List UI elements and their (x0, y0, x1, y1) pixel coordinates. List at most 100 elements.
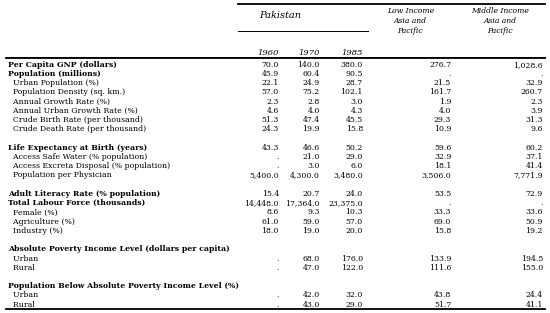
Text: 29.0: 29.0 (345, 301, 363, 309)
Text: 57.0: 57.0 (345, 218, 363, 226)
Text: 45.5: 45.5 (346, 116, 363, 124)
Text: 41.4: 41.4 (526, 162, 543, 170)
Text: 176.0: 176.0 (340, 254, 363, 263)
Text: 47.0: 47.0 (302, 264, 320, 272)
Text: 194.5: 194.5 (521, 254, 543, 263)
Text: Industry (%): Industry (%) (8, 227, 62, 235)
Text: 19.2: 19.2 (525, 227, 543, 235)
Text: 18.1: 18.1 (434, 162, 451, 170)
Text: 68.0: 68.0 (302, 254, 320, 263)
Text: Female (%): Female (%) (8, 208, 57, 216)
Text: Annual Urban Growth Rate (%): Annual Urban Growth Rate (%) (8, 107, 137, 115)
Text: 140.0: 140.0 (298, 61, 320, 69)
Text: 43.8: 43.8 (434, 291, 451, 300)
Text: 19.0: 19.0 (302, 227, 320, 235)
Text: Urban: Urban (8, 291, 38, 300)
Text: Per Capita GNP (dollars): Per Capita GNP (dollars) (8, 61, 117, 69)
Text: 4.3: 4.3 (350, 107, 363, 115)
Text: Low Income
Asia and
Pacific: Low Income Asia and Pacific (387, 7, 434, 35)
Text: 122.0: 122.0 (340, 264, 363, 272)
Text: 43.0: 43.0 (302, 301, 320, 309)
Text: 24.0: 24.0 (345, 190, 363, 198)
Text: 33.3: 33.3 (434, 208, 451, 216)
Text: 60.2: 60.2 (526, 144, 543, 152)
Text: .: . (276, 254, 279, 263)
Text: 31.3: 31.3 (525, 116, 543, 124)
Text: 70.0: 70.0 (261, 61, 279, 69)
Text: 17,364.0: 17,364.0 (285, 199, 320, 207)
Text: .: . (541, 70, 543, 78)
Text: Pakistan: Pakistan (259, 11, 301, 20)
Text: Population Density (sq. km.): Population Density (sq. km.) (8, 89, 125, 96)
Text: 2.3: 2.3 (531, 98, 543, 106)
Text: Total Labour Force (thousands): Total Labour Force (thousands) (8, 199, 145, 207)
Text: Population Below Absolute Poverty Income Level (%): Population Below Absolute Poverty Income… (8, 282, 239, 290)
Text: 161.7: 161.7 (429, 89, 451, 96)
Text: 57.0: 57.0 (261, 89, 279, 96)
Text: Urban: Urban (8, 254, 38, 263)
Text: 2.3: 2.3 (266, 98, 279, 106)
Text: 10.9: 10.9 (434, 126, 451, 133)
Text: 3,480.0: 3,480.0 (333, 172, 363, 179)
Text: 8.6: 8.6 (267, 208, 279, 216)
Text: 60.4: 60.4 (302, 70, 320, 78)
Text: Urban Population (%): Urban Population (%) (8, 79, 98, 87)
Text: .: . (276, 301, 279, 309)
Text: .: . (449, 199, 451, 207)
Text: 69.0: 69.0 (434, 218, 451, 226)
Text: 47.4: 47.4 (302, 116, 320, 124)
Text: Population per Physician: Population per Physician (8, 172, 112, 179)
Text: 2.8: 2.8 (307, 98, 320, 106)
Text: 29.0: 29.0 (345, 153, 363, 161)
Text: 15.8: 15.8 (345, 126, 363, 133)
Text: 133.9: 133.9 (429, 254, 451, 263)
Text: 61.0: 61.0 (261, 218, 279, 226)
Text: 59.0: 59.0 (302, 218, 320, 226)
Text: 1985: 1985 (342, 49, 364, 57)
Text: 32.0: 32.0 (345, 291, 363, 300)
Text: 51.3: 51.3 (261, 116, 279, 124)
Text: 6.0: 6.0 (350, 162, 363, 170)
Text: Crude Birth Rate (per thousand): Crude Birth Rate (per thousand) (8, 116, 142, 124)
Text: 3.0: 3.0 (307, 162, 320, 170)
Text: 42.0: 42.0 (302, 291, 320, 300)
Text: .: . (276, 153, 279, 161)
Text: 75.2: 75.2 (302, 89, 320, 96)
Text: 32.9: 32.9 (434, 153, 451, 161)
Text: 380.0: 380.0 (340, 61, 363, 69)
Text: .: . (276, 162, 279, 170)
Text: 22.1: 22.1 (261, 79, 279, 87)
Text: Rural: Rural (8, 264, 35, 272)
Text: 102.1: 102.1 (340, 89, 363, 96)
Text: 3,506.0: 3,506.0 (421, 172, 451, 179)
Text: 24.3: 24.3 (261, 126, 279, 133)
Text: 4,300.0: 4,300.0 (290, 172, 320, 179)
Text: 7,771.9: 7,771.9 (513, 172, 543, 179)
Text: .: . (276, 291, 279, 300)
Text: Access Excreta Disposal (% population): Access Excreta Disposal (% population) (8, 162, 170, 170)
Text: 21.0: 21.0 (302, 153, 320, 161)
Text: 59.6: 59.6 (434, 144, 451, 152)
Text: 23,375.0: 23,375.0 (328, 199, 363, 207)
Text: 43.3: 43.3 (261, 144, 279, 152)
Text: 15.4: 15.4 (261, 190, 279, 198)
Text: 20.7: 20.7 (302, 190, 320, 198)
Text: 15.8: 15.8 (434, 227, 451, 235)
Text: 28.7: 28.7 (346, 79, 363, 87)
Text: .: . (276, 264, 279, 272)
Text: 260.7: 260.7 (521, 89, 543, 96)
Text: Absolute Poverty Income Level (dollars per capita): Absolute Poverty Income Level (dollars p… (8, 245, 229, 253)
Text: 1.9: 1.9 (439, 98, 451, 106)
Text: 3.0: 3.0 (350, 98, 363, 106)
Text: 45.9: 45.9 (261, 70, 279, 78)
Text: 72.9: 72.9 (526, 190, 543, 198)
Text: 50.9: 50.9 (525, 218, 543, 226)
Text: 9.6: 9.6 (531, 126, 543, 133)
Text: 1,028.6: 1,028.6 (513, 61, 543, 69)
Text: 33.6: 33.6 (525, 208, 543, 216)
Text: Annual Growth Rate (%): Annual Growth Rate (%) (8, 98, 109, 106)
Text: 10.3: 10.3 (345, 208, 363, 216)
Text: 90.5: 90.5 (345, 70, 363, 78)
Text: 29.3: 29.3 (434, 116, 451, 124)
Text: 18.0: 18.0 (261, 227, 279, 235)
